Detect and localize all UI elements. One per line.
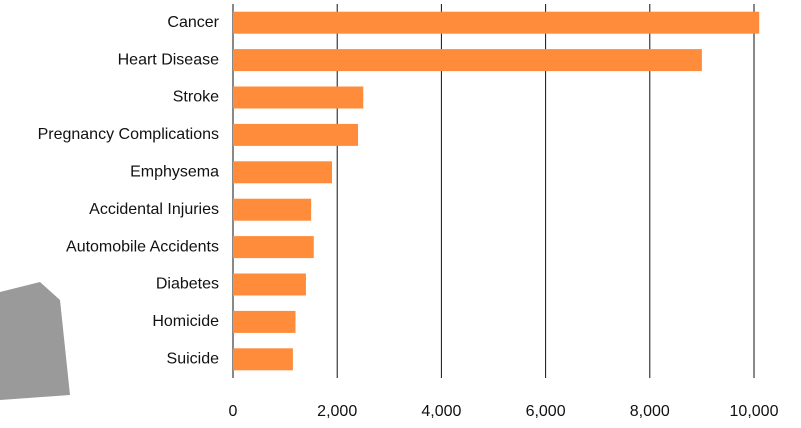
bar [233, 198, 312, 221]
x-tick-label: 6,000 [526, 403, 566, 420]
bar [233, 49, 702, 72]
x-tick-label: 2,000 [317, 403, 357, 420]
bar [233, 86, 364, 109]
bar [233, 348, 293, 371]
x-tick-label: 4,000 [421, 403, 461, 420]
y-tick-label: Emphysema [130, 164, 219, 181]
y-tick-label: Suicide [167, 351, 220, 368]
y-tick-label: Cancer [167, 14, 219, 31]
bar [233, 273, 306, 296]
x-tick-label: 0 [229, 403, 238, 420]
bar [233, 123, 359, 146]
bar [233, 11, 760, 34]
y-tick-label: Stroke [173, 89, 219, 106]
y-tick-label: Automobile Accidents [66, 238, 219, 255]
bar [233, 236, 314, 259]
stone-decoration [0, 282, 70, 400]
y-tick-label: Heart Disease [118, 51, 219, 68]
bar [233, 161, 332, 184]
bar [233, 310, 296, 333]
x-tick-label: 10,000 [730, 403, 779, 420]
y-tick-label: Homicide [152, 313, 219, 330]
y-tick-label: Diabetes [156, 276, 219, 293]
y-tick-label: Pregnancy Complications [38, 126, 219, 143]
y-tick-label: Accidental Injuries [89, 201, 219, 218]
x-tick-label: 8,000 [630, 403, 670, 420]
